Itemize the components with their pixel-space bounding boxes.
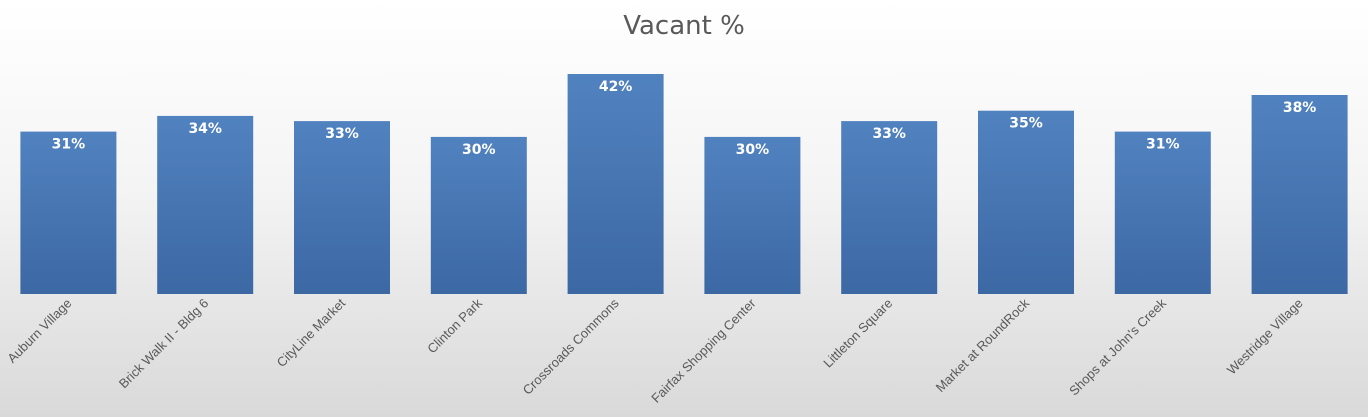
bar-10 <box>1251 95 1348 294</box>
data-label-1: 31% <box>52 137 86 153</box>
bar-2 <box>157 115 254 295</box>
bar-7 <box>841 121 938 294</box>
x-tick-labels-group: Auburn Village Brick Walk II - Bldg 6 City… <box>4 295 1305 406</box>
bar-5 <box>567 74 664 294</box>
x-tick-label-1: Auburn Village <box>4 296 74 366</box>
data-label-2: 34% <box>188 121 222 137</box>
x-tick-label-5: Crossroads Commons <box>520 295 622 397</box>
bar-4 <box>430 136 527 294</box>
bars-group <box>20 74 1348 295</box>
x-tick-label-4: Clinton Park <box>424 295 485 356</box>
data-label-5: 42% <box>599 79 633 95</box>
data-label-10: 38% <box>1283 100 1317 116</box>
bar-3 <box>294 121 390 294</box>
data-label-9: 31% <box>1146 137 1180 153</box>
data-labels-group: 31% 34% 33% 30% 42% 30% 33% 35% 31% 38% <box>52 79 1317 158</box>
chart-title: Vacant % <box>623 11 745 41</box>
data-label-7: 33% <box>872 126 906 142</box>
x-tick-label-7: Littleton Square <box>820 296 895 371</box>
x-tick-label-10: Westridge Village <box>1224 296 1306 378</box>
x-tick-label-8: Market at RoundRock <box>933 295 1033 395</box>
data-label-6: 30% <box>736 142 770 158</box>
bar-6 <box>704 136 801 294</box>
bar-1 <box>20 131 117 294</box>
x-tick-label-6: Fairfax Shopping Center <box>648 295 759 406</box>
x-tick-label-9: Shops at John's Creek <box>1066 295 1169 398</box>
data-label-4: 30% <box>462 142 496 158</box>
x-tick-label-3: CityLine Market <box>274 295 349 370</box>
bar-9 <box>1114 131 1211 294</box>
bar-8 <box>978 110 1074 294</box>
x-tick-label-2: Brick Walk II - Bldg 6 <box>116 296 212 392</box>
data-label-3: 33% <box>325 126 359 142</box>
data-label-8: 35% <box>1009 116 1043 132</box>
